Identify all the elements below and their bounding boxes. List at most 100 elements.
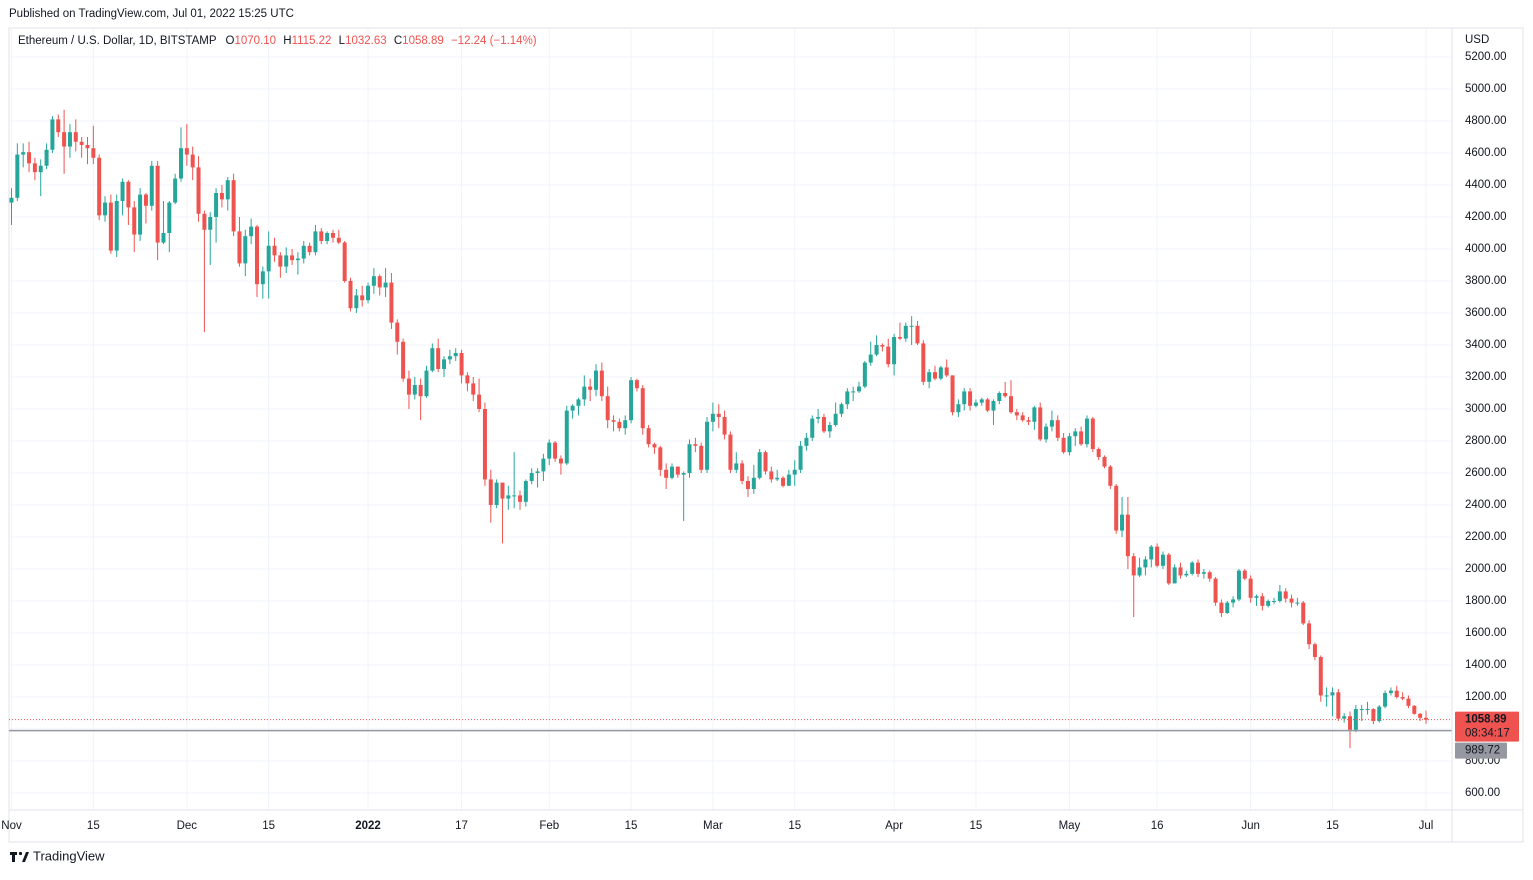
- candle-body: [73, 132, 78, 142]
- x-tick-label: 2022: [355, 820, 381, 832]
- candle-body: [295, 258, 300, 261]
- candle-body: [1418, 713, 1423, 718]
- candle-body: [921, 343, 926, 382]
- candle-body: [38, 165, 43, 173]
- candle-body: [1406, 698, 1411, 706]
- candle-body: [839, 404, 844, 414]
- legend-value: 1115.22: [292, 35, 332, 47]
- candle-body: [383, 282, 388, 288]
- candle-body: [997, 392, 1002, 401]
- candle-body: [1289, 598, 1294, 603]
- candle-body: [745, 481, 750, 490]
- candle-body: [991, 400, 996, 411]
- x-tick-label: 15: [87, 820, 100, 832]
- candle-body: [62, 132, 67, 147]
- candle-body: [447, 356, 452, 360]
- candle-body: [629, 380, 634, 421]
- candle-body: [1125, 514, 1130, 557]
- candle-body: [406, 378, 411, 395]
- candle-body: [1295, 602, 1300, 604]
- candle-body: [1318, 657, 1323, 696]
- candle-body: [471, 383, 476, 395]
- candle-body: [301, 245, 306, 259]
- y-tick-label: 2200.00: [1465, 531, 1507, 543]
- candle-body: [687, 444, 692, 474]
- candle-body: [371, 276, 376, 286]
- candle-body: [979, 399, 984, 403]
- candle-body: [494, 482, 499, 506]
- candle-body: [389, 282, 394, 323]
- candle-body: [588, 386, 593, 390]
- candle-body: [1038, 407, 1043, 440]
- x-tick-label: Dec: [177, 820, 198, 832]
- candle-body: [44, 149, 49, 166]
- candle-body: [518, 495, 523, 502]
- x-tick-label: Nov: [1, 820, 22, 832]
- candle-body: [237, 231, 242, 264]
- candle-body: [1155, 546, 1160, 566]
- candle-body: [418, 384, 423, 397]
- candle-body: [1359, 709, 1364, 711]
- candle-body: [21, 152, 26, 155]
- candle-body: [664, 469, 669, 478]
- candle-body: [1336, 692, 1341, 719]
- candle-body: [646, 428, 651, 445]
- last-price-label: 1058.89: [1465, 714, 1507, 726]
- candle-body: [564, 410, 569, 464]
- candle-body: [909, 325, 914, 327]
- candle-body: [1026, 420, 1031, 422]
- candle-body: [1014, 412, 1019, 416]
- candle-body: [67, 132, 72, 147]
- candle-body: [143, 194, 148, 206]
- candle-body: [1277, 591, 1282, 602]
- candle-body: [354, 295, 359, 309]
- candle-body: [553, 442, 558, 459]
- logo-slash: [22, 852, 29, 862]
- y-tick-label: 4800.00: [1465, 115, 1507, 127]
- candle-body: [50, 119, 55, 150]
- candle-body: [272, 245, 277, 256]
- candle-body: [284, 255, 289, 267]
- candle-body: [85, 144, 90, 149]
- legend: Ethereum / U.S. Dollar, 1D, BITSTAMP O10…: [18, 35, 537, 47]
- candle-body: [1044, 426, 1049, 440]
- x-tick-label: Jun: [1241, 820, 1260, 832]
- candle-body: [436, 348, 441, 369]
- y-tick-label: 3800.00: [1465, 275, 1507, 287]
- legend-key: H: [283, 35, 291, 47]
- candle-body: [1090, 418, 1095, 450]
- candle-body: [1020, 415, 1025, 421]
- candle-body: [617, 421, 622, 429]
- candle-body: [1236, 570, 1241, 600]
- candle-body: [56, 119, 61, 133]
- y-tick-label: 4400.00: [1465, 179, 1507, 191]
- y-tick-label: 4200.00: [1465, 211, 1507, 223]
- candle-body: [716, 413, 721, 417]
- candle-body: [956, 404, 961, 413]
- candle-body: [254, 226, 259, 285]
- candle-body: [360, 295, 365, 301]
- candle-body: [1196, 562, 1201, 574]
- candle-body: [336, 237, 341, 243]
- candle-body: [32, 163, 37, 173]
- candle-body: [319, 231, 324, 241]
- candle-body: [1137, 567, 1142, 576]
- candle-body: [1377, 706, 1382, 722]
- candle-body: [740, 463, 745, 482]
- candle-body: [576, 399, 581, 406]
- candle-body: [1032, 407, 1037, 422]
- y-tick-label: 4000.00: [1465, 243, 1507, 255]
- y-tick-label: 4600.00: [1465, 147, 1507, 159]
- candle-body: [594, 370, 598, 390]
- candle-body: [1219, 602, 1224, 614]
- candle-body: [938, 367, 943, 379]
- candle-body: [342, 242, 347, 281]
- candle-body: [430, 348, 435, 371]
- candle-body: [985, 399, 990, 411]
- candle-body: [734, 463, 739, 470]
- candle-body: [15, 154, 20, 198]
- candle-body: [214, 192, 219, 217]
- x-tick-label: Apr: [885, 820, 903, 832]
- candle-body: [1388, 690, 1393, 694]
